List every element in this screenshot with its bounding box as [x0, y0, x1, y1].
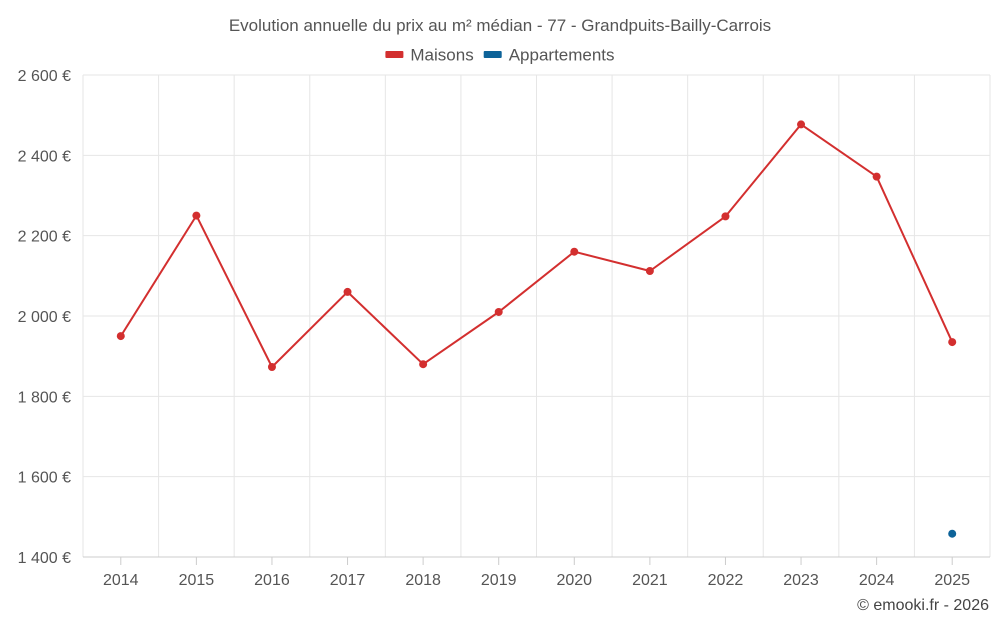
grid	[82, 74, 991, 557]
data-point-appartements[interactable]	[948, 529, 957, 538]
x-tick-label: 2017	[330, 572, 366, 589]
x-tick-label: 2024	[859, 572, 895, 589]
data-point-maisons[interactable]	[192, 211, 201, 220]
x-tick-label: 2025	[934, 572, 970, 589]
y-tick-label: 1 600 €	[18, 470, 71, 487]
data-point-maisons[interactable]	[343, 287, 352, 296]
data-point-maisons[interactable]	[267, 363, 276, 372]
x-tick-label: 2019	[481, 572, 517, 589]
legend-swatch	[483, 51, 502, 58]
data-point-maisons[interactable]	[570, 247, 579, 256]
data-point-maisons[interactable]	[872, 172, 881, 181]
data-point-maisons[interactable]	[948, 338, 957, 347]
x-tick-label: 2021	[632, 572, 668, 589]
y-tick-label: 2 600 €	[18, 68, 71, 85]
y-tick-label: 1 800 €	[18, 389, 71, 406]
x-tick-label: 2023	[783, 572, 819, 589]
data-point-maisons[interactable]	[721, 212, 730, 221]
data-point-maisons[interactable]	[797, 120, 806, 129]
y-tick-label: 2 200 €	[18, 229, 71, 246]
x-tick-label: 2020	[556, 572, 592, 589]
x-tick-label: 2016	[254, 572, 290, 589]
x-tick-label: 2014	[103, 572, 139, 589]
credit-text: © emooki.fr - 2026	[857, 597, 989, 614]
chart-title: Evolution annuelle du prix au m² médian …	[229, 16, 771, 35]
y-tick-label: 2 400 €	[18, 148, 71, 165]
series-layer	[116, 120, 957, 538]
data-point-maisons[interactable]	[645, 267, 654, 276]
data-point-maisons[interactable]	[419, 360, 428, 369]
legend-item-appartements[interactable]: Appartements	[483, 45, 615, 64]
x-tick-label: 2015	[179, 572, 215, 589]
axes: 1 400 € 1 600 € 1 800 € 2 000 € 2 200 € 2 400…	[18, 68, 990, 589]
series-line-maisons	[119, 123, 954, 368]
legend-item-maisons[interactable]: Maisons	[385, 45, 474, 64]
legend-label: Maisons	[410, 45, 473, 64]
x-tick-label: 2022	[708, 572, 744, 589]
legend-label: Appartements	[509, 45, 615, 64]
y-tick-label: 1 400 €	[18, 550, 71, 567]
x-tick-label: 2018	[405, 572, 441, 589]
legend: Maisons Appartements	[385, 45, 615, 64]
data-point-maisons[interactable]	[494, 307, 503, 316]
legend-swatch	[385, 51, 404, 58]
y-tick-label: 2 000 €	[18, 309, 71, 326]
data-point-maisons[interactable]	[116, 332, 125, 341]
